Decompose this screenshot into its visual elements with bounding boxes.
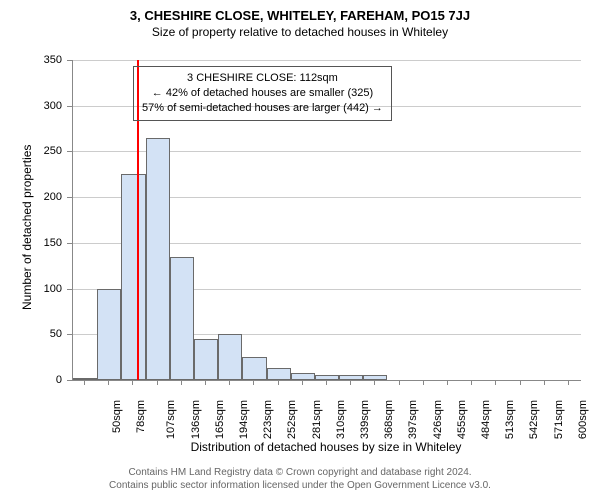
bar	[267, 368, 291, 380]
x-tick-label: 368sqm	[383, 400, 395, 439]
bar	[363, 375, 387, 380]
x-tick-label: 484sqm	[480, 400, 492, 439]
footer-line1: Contains HM Land Registry data © Crown c…	[0, 466, 600, 479]
y-tick-label: 350	[0, 54, 62, 66]
y-tick-label: 0	[0, 374, 62, 386]
bar	[146, 138, 170, 380]
x-tick-label: 455sqm	[456, 400, 468, 439]
x-tick-label: 136sqm	[190, 400, 202, 439]
x-tick-label: 223sqm	[262, 400, 274, 439]
footer-attribution: Contains HM Land Registry data © Crown c…	[0, 466, 600, 492]
y-tick-label: 300	[0, 100, 62, 112]
bar	[73, 378, 97, 380]
x-tick-label: 513sqm	[504, 400, 516, 439]
annotation-line3: 57% of semi-detached houses are larger (…	[142, 101, 383, 116]
x-tick-label: 600sqm	[577, 400, 589, 439]
y-tick-label: 250	[0, 145, 62, 157]
chart-title-sub: Size of property relative to detached ho…	[0, 23, 600, 39]
x-tick-label: 107sqm	[166, 400, 178, 439]
x-tick-label: 165sqm	[214, 400, 226, 439]
y-tick-label: 50	[0, 328, 62, 340]
bar	[97, 289, 121, 380]
x-tick-label: 310sqm	[335, 400, 347, 439]
x-tick-label: 397sqm	[408, 400, 420, 439]
chart-plot-area: 3 CHESHIRE CLOSE: 112sqm ← 42% of detach…	[72, 60, 581, 381]
x-tick-label: 252sqm	[287, 400, 299, 439]
x-axis-label: Distribution of detached houses by size …	[72, 440, 580, 454]
x-tick-label: 426sqm	[432, 400, 444, 439]
footer-line2: Contains public sector information licen…	[0, 479, 600, 492]
x-tick-label: 542sqm	[528, 400, 540, 439]
x-tick-label: 50sqm	[111, 400, 123, 433]
bar	[170, 257, 194, 380]
bar	[291, 373, 315, 380]
bar	[218, 334, 242, 380]
annotation-line2: ← 42% of detached houses are smaller (32…	[142, 86, 383, 101]
bar	[121, 174, 145, 380]
chart-title-main: 3, CHESHIRE CLOSE, WHITELEY, FAREHAM, PO…	[0, 0, 600, 23]
y-tick-label: 200	[0, 191, 62, 203]
bar	[242, 357, 266, 380]
bar	[194, 339, 218, 380]
x-tick-label: 339sqm	[359, 400, 371, 439]
annotation-box: 3 CHESHIRE CLOSE: 112sqm ← 42% of detach…	[133, 66, 392, 121]
x-tick-label: 194sqm	[238, 400, 250, 439]
y-tick-label: 150	[0, 237, 62, 249]
y-tick-label: 100	[0, 283, 62, 295]
bar	[339, 375, 363, 380]
x-tick-label: 571sqm	[553, 400, 565, 439]
x-tick-label: 78sqm	[135, 400, 147, 433]
x-tick-label: 281sqm	[311, 400, 323, 439]
annotation-line1: 3 CHESHIRE CLOSE: 112sqm	[142, 71, 383, 86]
chart-container: 3, CHESHIRE CLOSE, WHITELEY, FAREHAM, PO…	[0, 0, 600, 500]
